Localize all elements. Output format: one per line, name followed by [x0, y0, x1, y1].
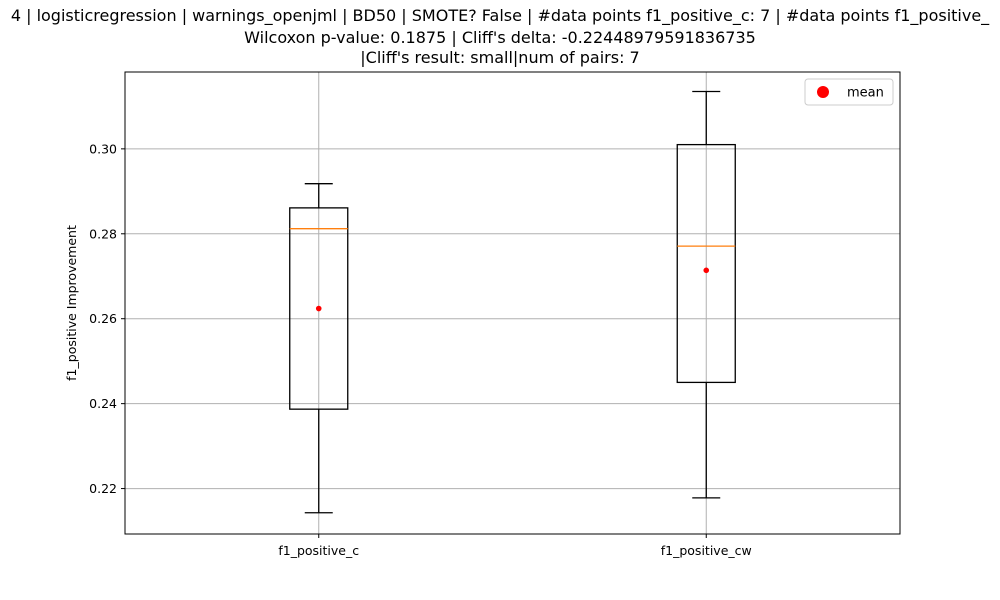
- y-tick-label: 0.22: [89, 481, 117, 496]
- y-tick-label: 0.30: [89, 141, 117, 156]
- legend-mean-marker: [817, 86, 829, 98]
- mean-point: [315, 305, 322, 312]
- y-tick-label: 0.28: [89, 226, 117, 241]
- tick-layer: 0.22 0.24 0.26 0.28 0.30 f1_positive_c f1_posi…: [89, 141, 752, 558]
- legend-box: [804, 78, 894, 106]
- box-layer: [289, 90, 736, 514]
- box-f1_positive_c: [289, 183, 349, 514]
- box-f1_positive_cw: [676, 90, 736, 499]
- chart-title-line-1: 4 | logisticregression | warnings_openjm…: [10, 6, 990, 25]
- y-tick-label: 0.24: [89, 396, 117, 411]
- legend: mean: [804, 78, 894, 106]
- chart-title-line-3: |Cliff's result: small|num of pairs: 7: [360, 48, 640, 67]
- mean-point: [703, 267, 710, 274]
- y-axis-label: f1_positive Improvement: [64, 225, 79, 381]
- iqr-box: [289, 207, 349, 410]
- axes-frame: [124, 71, 901, 535]
- iqr-box: [676, 143, 736, 384]
- y-tick-label: 0.26: [89, 311, 117, 326]
- x-tick-label: f1_positive_cw: [661, 543, 752, 558]
- chart-title-line-2: Wilcoxon p-value: 0.1875 | Cliff's delta…: [244, 28, 756, 47]
- x-tick-label: f1_positive_c: [278, 543, 359, 558]
- legend-mean-label: mean: [847, 86, 884, 101]
- grid-layer: [125, 72, 900, 534]
